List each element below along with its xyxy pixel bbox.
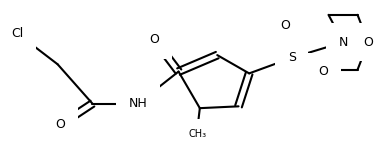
Text: Cl: Cl xyxy=(11,27,23,40)
Text: O: O xyxy=(149,33,159,46)
Text: S: S xyxy=(288,51,296,64)
Text: CH₃: CH₃ xyxy=(189,129,207,139)
Text: O: O xyxy=(280,19,290,32)
Text: N: N xyxy=(338,36,348,49)
Text: NH: NH xyxy=(128,97,147,110)
Text: O: O xyxy=(363,36,373,49)
Text: O: O xyxy=(56,118,65,131)
Text: O: O xyxy=(319,65,329,78)
